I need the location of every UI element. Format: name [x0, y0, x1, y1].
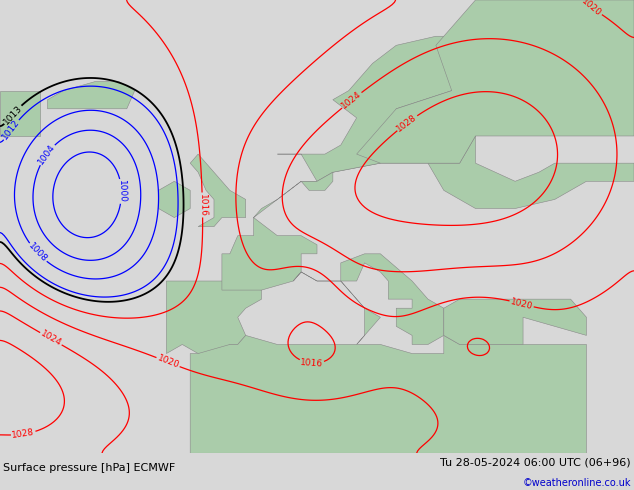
- Text: 1020: 1020: [580, 0, 603, 19]
- Polygon shape: [444, 299, 586, 344]
- Text: Tu 28-05-2024 06:00 UTC (06+96): Tu 28-05-2024 06:00 UTC (06+96): [440, 458, 631, 467]
- Text: 1008: 1008: [27, 242, 49, 264]
- Text: 1004: 1004: [36, 143, 57, 167]
- Polygon shape: [48, 81, 134, 109]
- Text: 1020: 1020: [156, 354, 180, 370]
- Text: 1016: 1016: [198, 194, 207, 217]
- Polygon shape: [278, 36, 476, 181]
- Text: 1020: 1020: [510, 297, 534, 311]
- Polygon shape: [0, 91, 39, 136]
- Polygon shape: [166, 281, 261, 354]
- Text: 1028: 1028: [395, 113, 419, 133]
- Polygon shape: [190, 154, 246, 226]
- Polygon shape: [293, 272, 380, 344]
- Polygon shape: [190, 336, 586, 453]
- Polygon shape: [428, 136, 634, 209]
- Text: 1013: 1013: [1, 103, 24, 126]
- Polygon shape: [301, 172, 333, 191]
- Polygon shape: [222, 91, 476, 290]
- Polygon shape: [341, 254, 444, 344]
- Text: 1028: 1028: [11, 428, 36, 440]
- Text: Surface pressure [hPa] ECMWF: Surface pressure [hPa] ECMWF: [3, 463, 176, 473]
- Text: 1012: 1012: [1, 118, 22, 142]
- Text: 1016: 1016: [300, 358, 323, 368]
- Text: 1000: 1000: [117, 180, 126, 203]
- Polygon shape: [356, 0, 634, 163]
- Text: 1024: 1024: [39, 329, 63, 348]
- Polygon shape: [158, 181, 190, 218]
- Text: ©weatheronline.co.uk: ©weatheronline.co.uk: [522, 478, 631, 488]
- Text: 1024: 1024: [340, 90, 363, 111]
